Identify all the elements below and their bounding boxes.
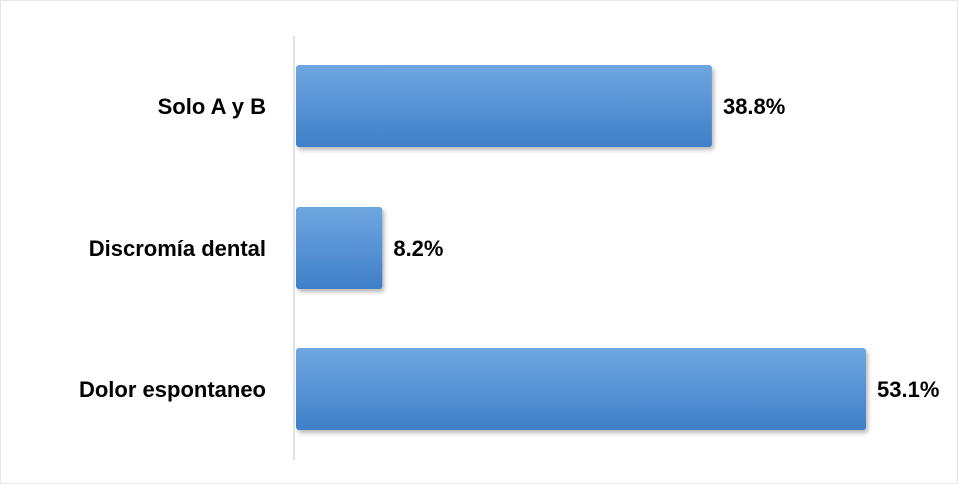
category-label: Dolor espontaneo (79, 377, 266, 402)
bar-3 (296, 348, 866, 430)
value-label: 53.1% (877, 377, 939, 402)
bar-1 (296, 65, 712, 147)
category-label: Solo A y B (158, 94, 266, 119)
value-label: 38.8% (723, 94, 785, 119)
category-label: Discromía dental (89, 236, 266, 261)
value-label: 8.2% (393, 236, 443, 261)
bar-2 (296, 207, 383, 289)
